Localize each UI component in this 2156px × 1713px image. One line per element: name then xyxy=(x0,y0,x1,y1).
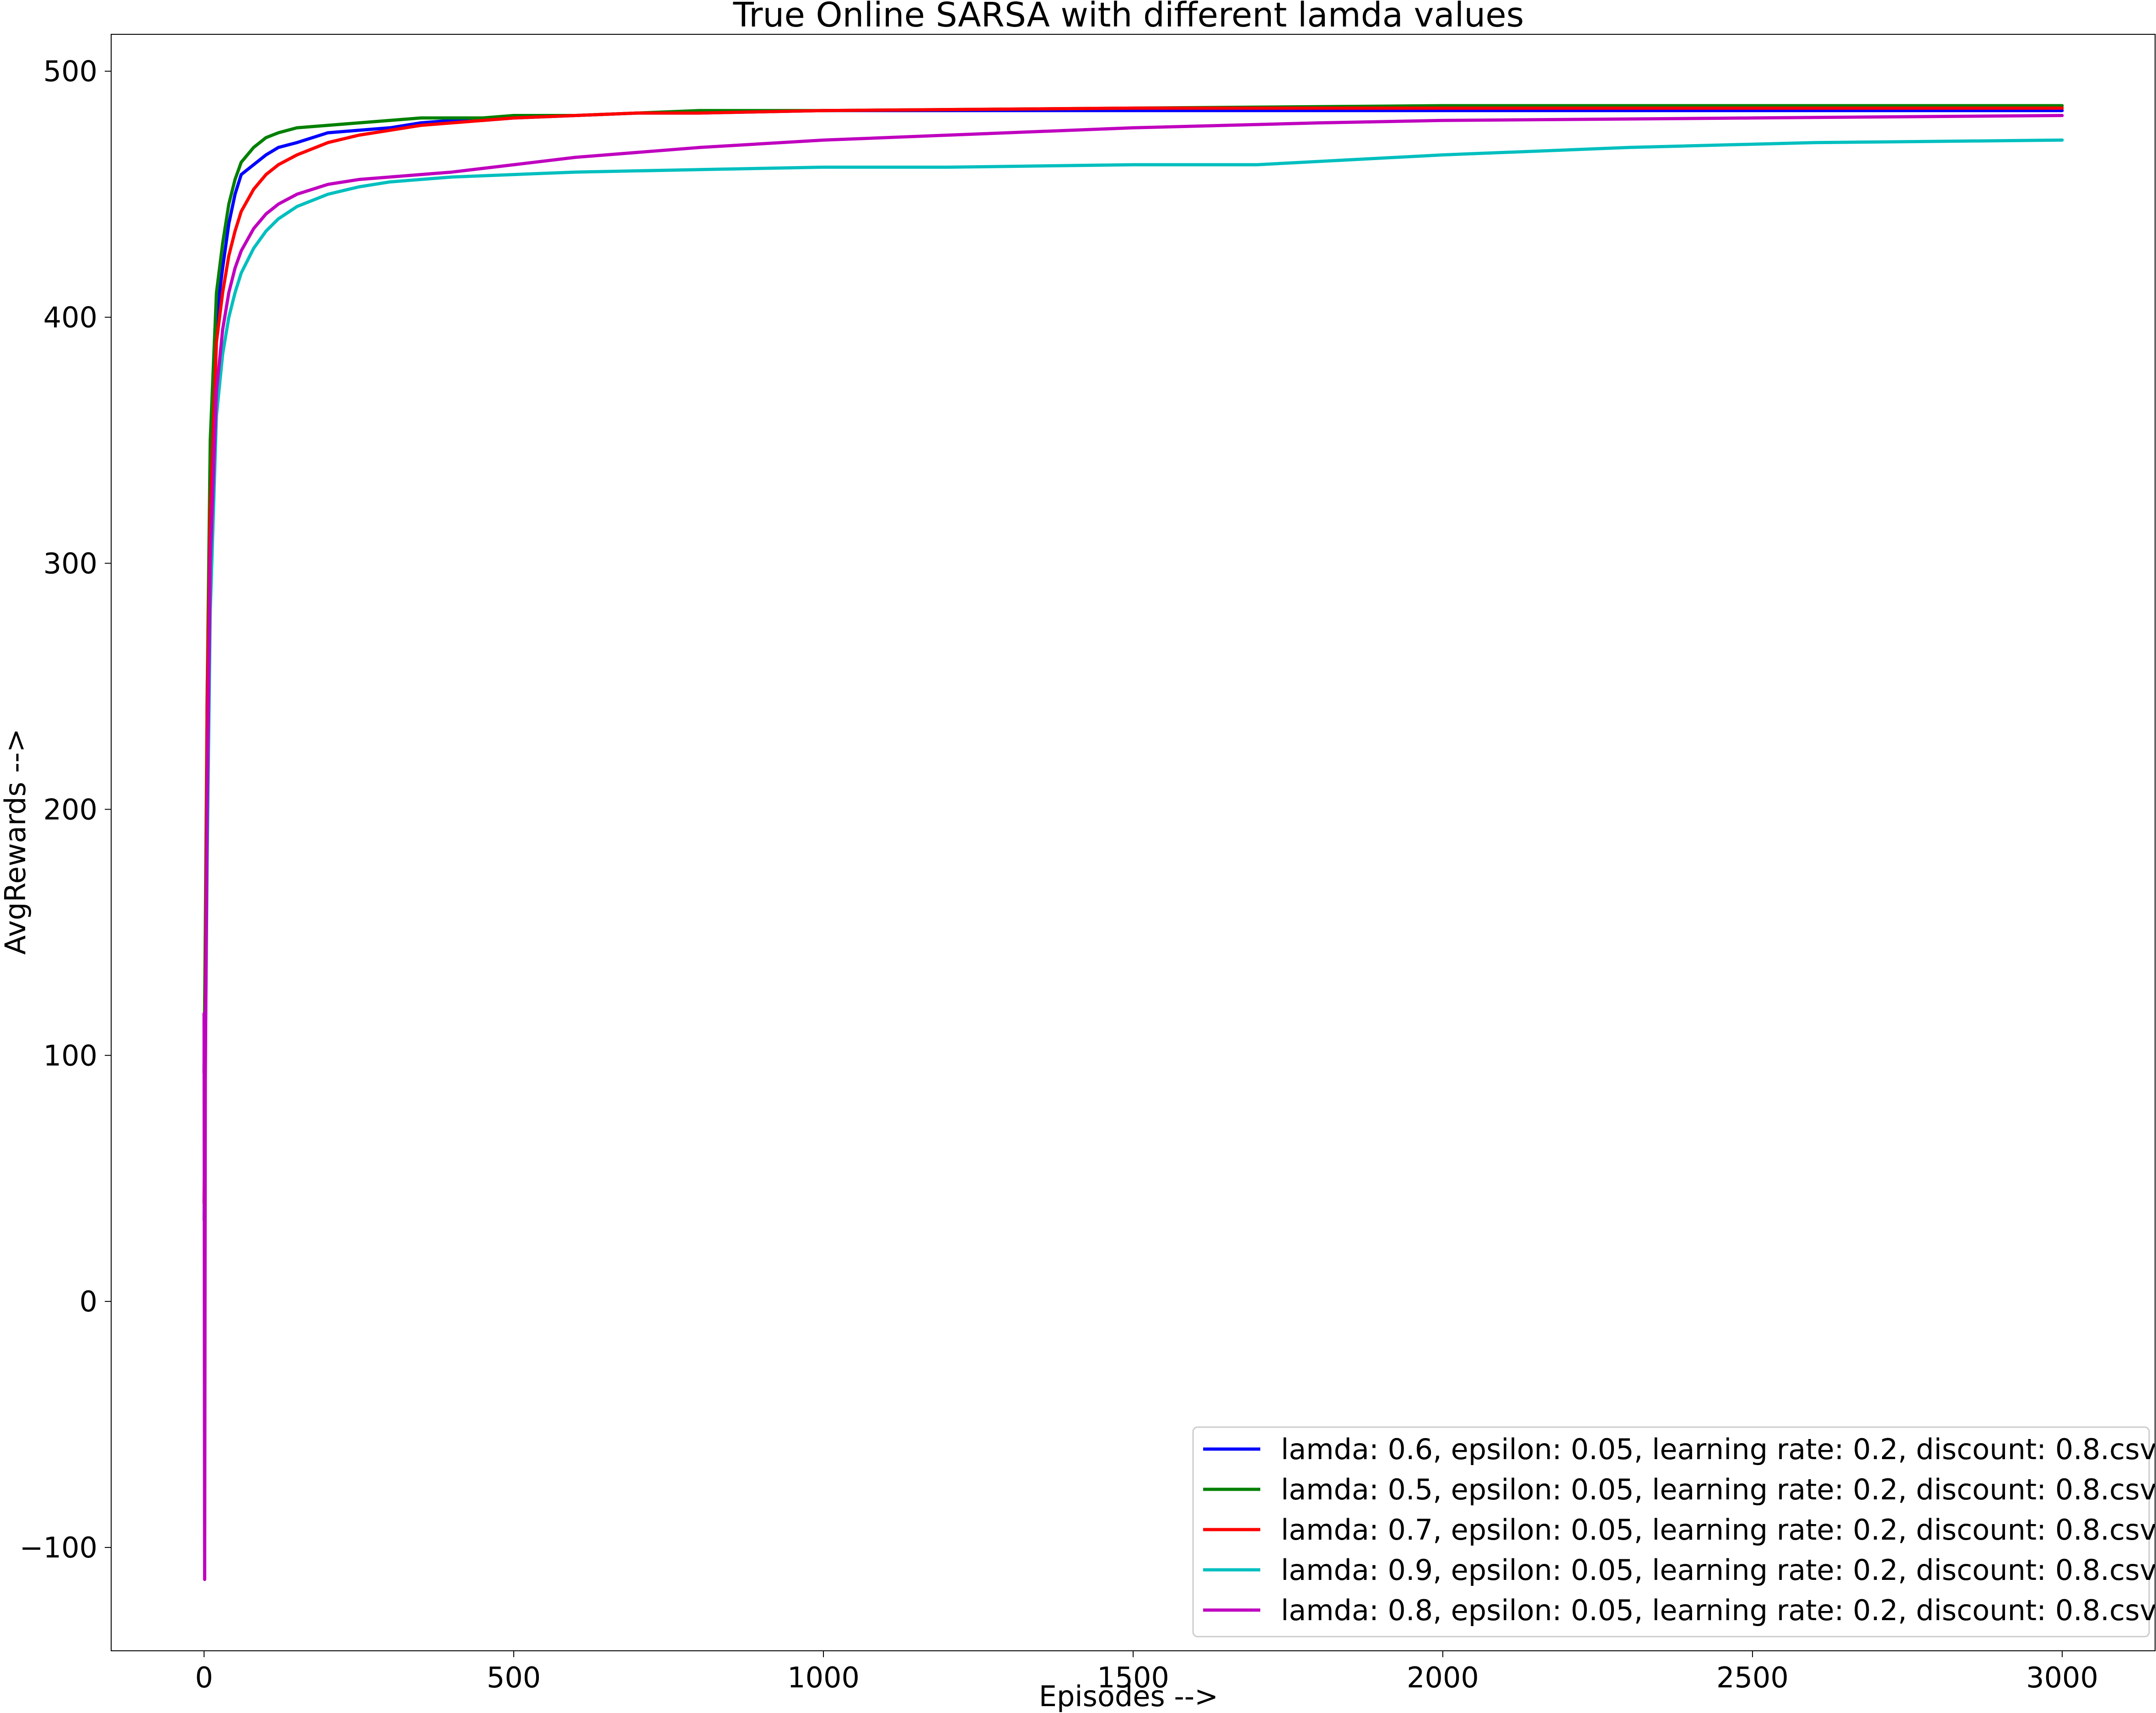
y-tick-label: 500 xyxy=(43,55,97,88)
x-tick-label: 1000 xyxy=(787,1661,860,1694)
y-tick-label: 200 xyxy=(43,793,97,826)
x-tick-label: 2500 xyxy=(1716,1661,1789,1694)
x-axis-label: Episodes --> xyxy=(1039,1680,1218,1713)
y-tick-label: −100 xyxy=(20,1531,97,1564)
legend-label-3: lamda: 0.7, epsilon: 0.05, learning rate… xyxy=(1281,1513,2156,1547)
x-tick-label: 2000 xyxy=(1407,1661,1479,1694)
chart-title: True Online SARSA with different lamda v… xyxy=(733,0,1524,35)
legend-label-1: lamda: 0.6, epsilon: 0.05, learning rate… xyxy=(1281,1433,2156,1466)
y-tick-label: 100 xyxy=(43,1039,97,1072)
y-tick-label: 0 xyxy=(80,1285,97,1318)
y-tick-label: 400 xyxy=(43,301,97,334)
legend: lamda: 0.6, epsilon: 0.05, learning rate… xyxy=(1192,1426,2156,1638)
legend-box xyxy=(1192,1426,2150,1638)
legend-label-2: lamda: 0.5, epsilon: 0.05, learning rate… xyxy=(1281,1473,2156,1506)
y-axis: −100 0 100 200 300 400 500 xyxy=(20,55,111,1564)
legend-label-5: lamda: 0.8, epsilon: 0.05, learning rate… xyxy=(1281,1594,2156,1627)
y-axis-label: AvgRewards --> xyxy=(0,729,32,955)
series-line-3 xyxy=(202,106,2064,1205)
y-tick-label: 300 xyxy=(43,547,97,580)
legend-label-4: lamda: 0.9, epsilon: 0.05, learning rate… xyxy=(1281,1553,2156,1587)
x-tick-label: 0 xyxy=(195,1661,213,1694)
series-layer xyxy=(202,104,2064,1581)
series-line-5 xyxy=(202,114,2064,1581)
x-tick-label: 1500 xyxy=(1097,1661,1169,1694)
x-axis: 0 500 1000 1500 2000 2500 3000 xyxy=(195,1651,2098,1694)
series-line-4 xyxy=(202,138,2064,1222)
x-tick-label: 500 xyxy=(487,1661,541,1694)
x-tick-label: 3000 xyxy=(2026,1661,2098,1694)
